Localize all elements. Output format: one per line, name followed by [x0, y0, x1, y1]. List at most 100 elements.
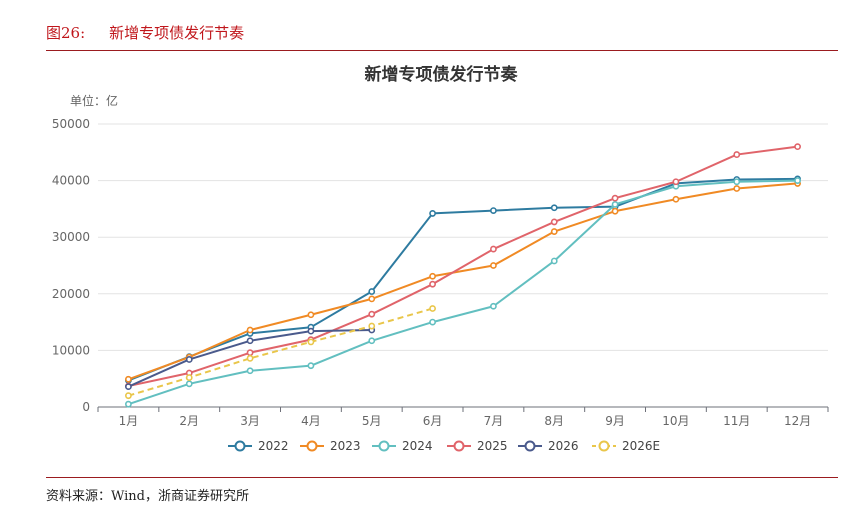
- data-point: [550, 257, 558, 265]
- y-tick-label: 50000: [52, 117, 90, 131]
- data-point: [185, 380, 193, 388]
- x-tick-label: 4月: [301, 414, 321, 428]
- x-tick-label: 2月: [179, 414, 199, 428]
- data-point: [125, 392, 132, 400]
- series-lines: [125, 143, 801, 408]
- data-point: [185, 356, 193, 363]
- series-line-2024: [128, 179, 798, 406]
- data-point: [733, 185, 741, 192]
- x-tick-label: 10月: [662, 414, 689, 428]
- legend-item-2023[interactable]: 2023: [300, 439, 361, 453]
- data-point: [368, 322, 376, 330]
- legend-label: 2023: [330, 439, 361, 453]
- data-point: [672, 178, 680, 186]
- data-point: [490, 245, 497, 253]
- data-point: [611, 200, 619, 208]
- x-tick-label: 12月: [784, 414, 811, 428]
- legend-swatch-marker: [524, 440, 536, 452]
- legend-item-2022[interactable]: 2022: [228, 439, 289, 453]
- x-axis: 1月 2月 3月 4月 5月 6月 7月 8月 9月 10月 11月 12月: [97, 406, 829, 428]
- data-point: [307, 338, 315, 346]
- data-point: [490, 262, 497, 269]
- x-tick-label: 5月: [362, 414, 382, 428]
- data-point: [429, 210, 436, 217]
- series-line-2023: [128, 182, 798, 381]
- data-point: [794, 177, 801, 184]
- legend-item-2026[interactable]: 2026: [518, 439, 579, 453]
- series-2022: [125, 175, 801, 384]
- data-point: [125, 383, 132, 391]
- series-2026E: [125, 305, 436, 400]
- data-point: [672, 195, 680, 203]
- legend-label: 2022: [258, 439, 289, 453]
- data-point: [125, 400, 132, 408]
- legend-item-2024[interactable]: 2024: [372, 439, 433, 453]
- data-point: [490, 302, 497, 310]
- x-tick-label: 1月: [119, 414, 139, 428]
- data-point: [246, 349, 254, 357]
- series-2023: [125, 180, 801, 383]
- data-point: [611, 207, 619, 215]
- source-rule: [46, 477, 838, 478]
- y-tick-label: 20000: [52, 287, 90, 301]
- legend[interactable]: 2022 2023 2024 2025 2026 2026E: [228, 439, 660, 453]
- data-point: [611, 194, 619, 202]
- legend-label: 2026: [548, 439, 579, 453]
- data-point: [307, 362, 315, 370]
- unit-label: 单位：亿: [70, 93, 118, 108]
- chart-title: 新增专项债发行节奏: [365, 64, 519, 85]
- x-tick-label: 8月: [544, 414, 564, 428]
- data-point: [246, 354, 254, 362]
- y-tick-label: 40000: [52, 174, 90, 188]
- data-point: [246, 367, 254, 375]
- x-tick-label: 11月: [723, 414, 750, 428]
- data-point: [368, 310, 376, 318]
- figure-caption: 图26: 新增专项债发行节奏: [46, 22, 244, 43]
- data-point: [550, 204, 558, 212]
- data-point: [429, 318, 436, 326]
- legend-swatch-marker: [378, 440, 390, 452]
- x-tick-label: 3月: [240, 414, 260, 428]
- y-tick-label: 30000: [52, 230, 90, 244]
- caption-rule: [46, 50, 838, 51]
- data-point: [733, 178, 741, 186]
- data-point: [490, 207, 497, 214]
- legend-label: 2025: [477, 439, 508, 453]
- series-2024: [125, 177, 801, 408]
- legend-swatch-marker: [598, 440, 610, 452]
- data-point: [368, 337, 376, 345]
- legend-swatch-marker: [453, 440, 465, 452]
- chart-svg: 新增专项债发行节奏 单位：亿 0 10000 20000 30000 40000 5000…: [52, 64, 829, 453]
- data-point: [368, 288, 376, 295]
- legend-swatch-marker: [306, 440, 318, 452]
- legend-item-2025[interactable]: 2025: [447, 439, 508, 453]
- data-point: [429, 305, 436, 312]
- y-tick-label: 0: [82, 400, 90, 414]
- data-point: [733, 151, 741, 158]
- y-tick-label: 10000: [52, 343, 90, 357]
- data-point: [368, 295, 376, 303]
- data-point: [550, 218, 558, 226]
- x-tick-label: 7月: [484, 414, 504, 428]
- legend-swatch-marker: [234, 440, 246, 452]
- series-line-2025: [128, 145, 798, 388]
- figure-number: 图26:: [46, 24, 86, 42]
- data-point: [125, 375, 132, 383]
- source-note: 资料来源：Wind，浙商证券研究所: [46, 489, 249, 504]
- data-point: [429, 272, 436, 280]
- legend-item-2026E[interactable]: 2026E: [592, 439, 660, 453]
- series-line-2026E: [128, 307, 433, 397]
- data-point: [307, 311, 315, 319]
- data-point: [246, 326, 254, 334]
- data-point: [550, 228, 558, 235]
- x-tick-label: 6月: [423, 414, 443, 428]
- series-2026: [125, 326, 376, 391]
- legend-label: 2026E: [622, 439, 660, 453]
- data-point: [429, 280, 436, 288]
- figure-caption-text: 新增专项债发行节奏: [109, 24, 245, 42]
- data-point: [185, 374, 193, 381]
- legend-label: 2024: [402, 439, 433, 453]
- series-line-2022: [128, 177, 798, 382]
- data-point: [246, 337, 254, 345]
- data-point: [307, 327, 315, 335]
